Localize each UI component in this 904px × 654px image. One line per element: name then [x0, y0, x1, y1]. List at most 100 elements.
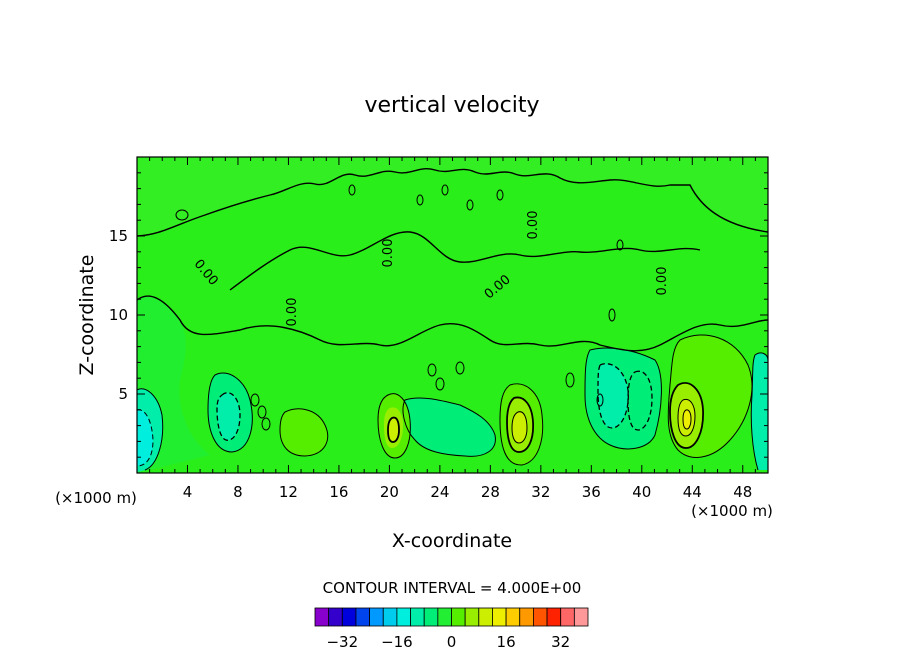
pos-region-12	[280, 408, 328, 456]
x-tick-label: 20	[380, 483, 399, 501]
contour-zero-midlevel	[137, 295, 768, 352]
contour-oval	[435, 377, 445, 391]
contour-zero-upper	[137, 168, 768, 237]
contour-oval	[261, 417, 271, 431]
y-axis-label: Z-coordinate	[76, 255, 98, 376]
contour-interval-label: CONTOUR INTERVAL = 4.000E+00	[323, 579, 582, 597]
colorbar-swatch	[341, 607, 357, 627]
contour-neg-3	[402, 397, 496, 457]
x-tick-label: 48	[733, 483, 752, 501]
colorbar-swatch	[328, 607, 343, 627]
contour-oval	[416, 194, 424, 206]
x-tick-label: 44	[683, 483, 702, 501]
contour-oval	[616, 239, 624, 251]
colorbar-swatch	[533, 607, 548, 627]
neg-region-4-core	[598, 363, 629, 428]
colorbar-swatch	[396, 607, 411, 627]
colorbar-swatch	[492, 607, 507, 627]
contour-pos-20-a	[377, 393, 411, 459]
contour-label: 0.00	[526, 211, 541, 240]
contour-pos-44-d	[682, 409, 692, 430]
contour-pos-30-a	[499, 383, 544, 466]
contour-neg-4	[584, 347, 662, 450]
x-axis-label: X-coordinate	[392, 530, 512, 552]
contour-pos-44-c	[677, 398, 696, 437]
chart-title: vertical velocity	[364, 93, 539, 118]
contour-oval	[175, 209, 189, 221]
contour-neg-2-dash	[216, 392, 241, 441]
colorbar-swatch	[573, 607, 589, 627]
contour-oval	[455, 361, 465, 375]
contour-pos-44-a	[667, 334, 753, 458]
contour-oval	[348, 184, 356, 196]
contour-oval	[257, 405, 267, 419]
colorbar-swatch	[546, 607, 562, 627]
y-tick-label: 15	[109, 227, 128, 245]
colorbar-swatch	[355, 607, 371, 627]
contour-pos-44-b	[669, 382, 704, 449]
colorbar-tick-label: 0	[447, 633, 457, 651]
colorbar-tick-label: 32	[551, 633, 570, 651]
colorbar-tick-labels: −32 −16 0 16 32	[326, 633, 570, 651]
contour-pos-12	[279, 408, 329, 457]
colorbar-swatch	[451, 607, 466, 627]
colorbar-tick-label: −16	[381, 633, 413, 651]
contour-zero-wave	[229, 231, 701, 291]
x-tick-label: 16	[329, 483, 348, 501]
plot-area: 0.00 0.00 0.00 0.00 0.00 0.00	[136, 156, 769, 474]
contour-oval	[596, 393, 604, 407]
contour-lines	[137, 168, 768, 471]
x-unit-label-left: (×1000 m)	[55, 489, 137, 507]
contour-neg-4b-dash	[627, 370, 653, 431]
x-tick-label: 24	[430, 483, 449, 501]
contour-label: 0.00	[381, 239, 396, 268]
colorbar-swatch	[478, 607, 493, 627]
x-tick-label: 8	[233, 483, 243, 501]
colorbar-swatch	[437, 607, 452, 627]
neg-region-1-core	[137, 409, 153, 466]
x-tick-label: 32	[531, 483, 550, 501]
colorbar-swatch	[464, 607, 480, 627]
colorbar-tick-label: −32	[326, 633, 358, 651]
y-tick-label: 5	[118, 385, 128, 403]
contour-pos-20-b	[387, 416, 400, 443]
contour-oval	[496, 189, 504, 201]
y-tick-label: 10	[109, 306, 128, 324]
colorbar-swatch	[519, 607, 534, 627]
x-tick-label: 28	[481, 483, 500, 501]
x-unit-label-right: (×1000 m)	[691, 502, 773, 520]
colorbar	[314, 607, 589, 627]
colorbar-swatch	[505, 607, 521, 627]
pos-region-20-core	[388, 417, 399, 442]
neg-region-2-core	[217, 392, 240, 441]
colorbar-swatch	[382, 607, 398, 627]
contour-label: 0.00	[655, 267, 670, 296]
colorbar-swatch	[410, 607, 425, 627]
neg-region-3	[403, 397, 496, 457]
colorbar-swatch	[423, 607, 439, 627]
x-tick-label: 4	[183, 483, 193, 501]
contour-oval	[427, 363, 437, 377]
contour-label: 0.00	[285, 298, 300, 327]
pos-region-44-peak	[683, 409, 691, 429]
contour-pos-30-c	[511, 411, 528, 444]
colorbar-swatch	[560, 607, 575, 627]
y-axis-ticks: 5 10 15	[109, 172, 768, 458]
contour-oval	[466, 199, 474, 211]
x-tick-label: 36	[582, 483, 601, 501]
contour-pos-30-b	[506, 396, 534, 453]
x-axis-ticks: 4 8 12 16 20 24 28 32 36 40 44 48	[149, 157, 756, 501]
contour-neg-4-dash	[597, 363, 629, 429]
x-tick-label: 40	[632, 483, 651, 501]
x-tick-label: 12	[279, 483, 298, 501]
contour-oval	[565, 372, 575, 388]
neg-region-5	[751, 352, 768, 470]
contour-neg-1	[137, 388, 164, 471]
pos-region-30-core	[512, 411, 527, 443]
contour-oval	[250, 393, 260, 407]
contour-oval	[441, 184, 449, 196]
upper-zero-band	[137, 157, 768, 236]
contour-oval	[608, 308, 616, 322]
colorbar-swatch	[369, 607, 384, 627]
